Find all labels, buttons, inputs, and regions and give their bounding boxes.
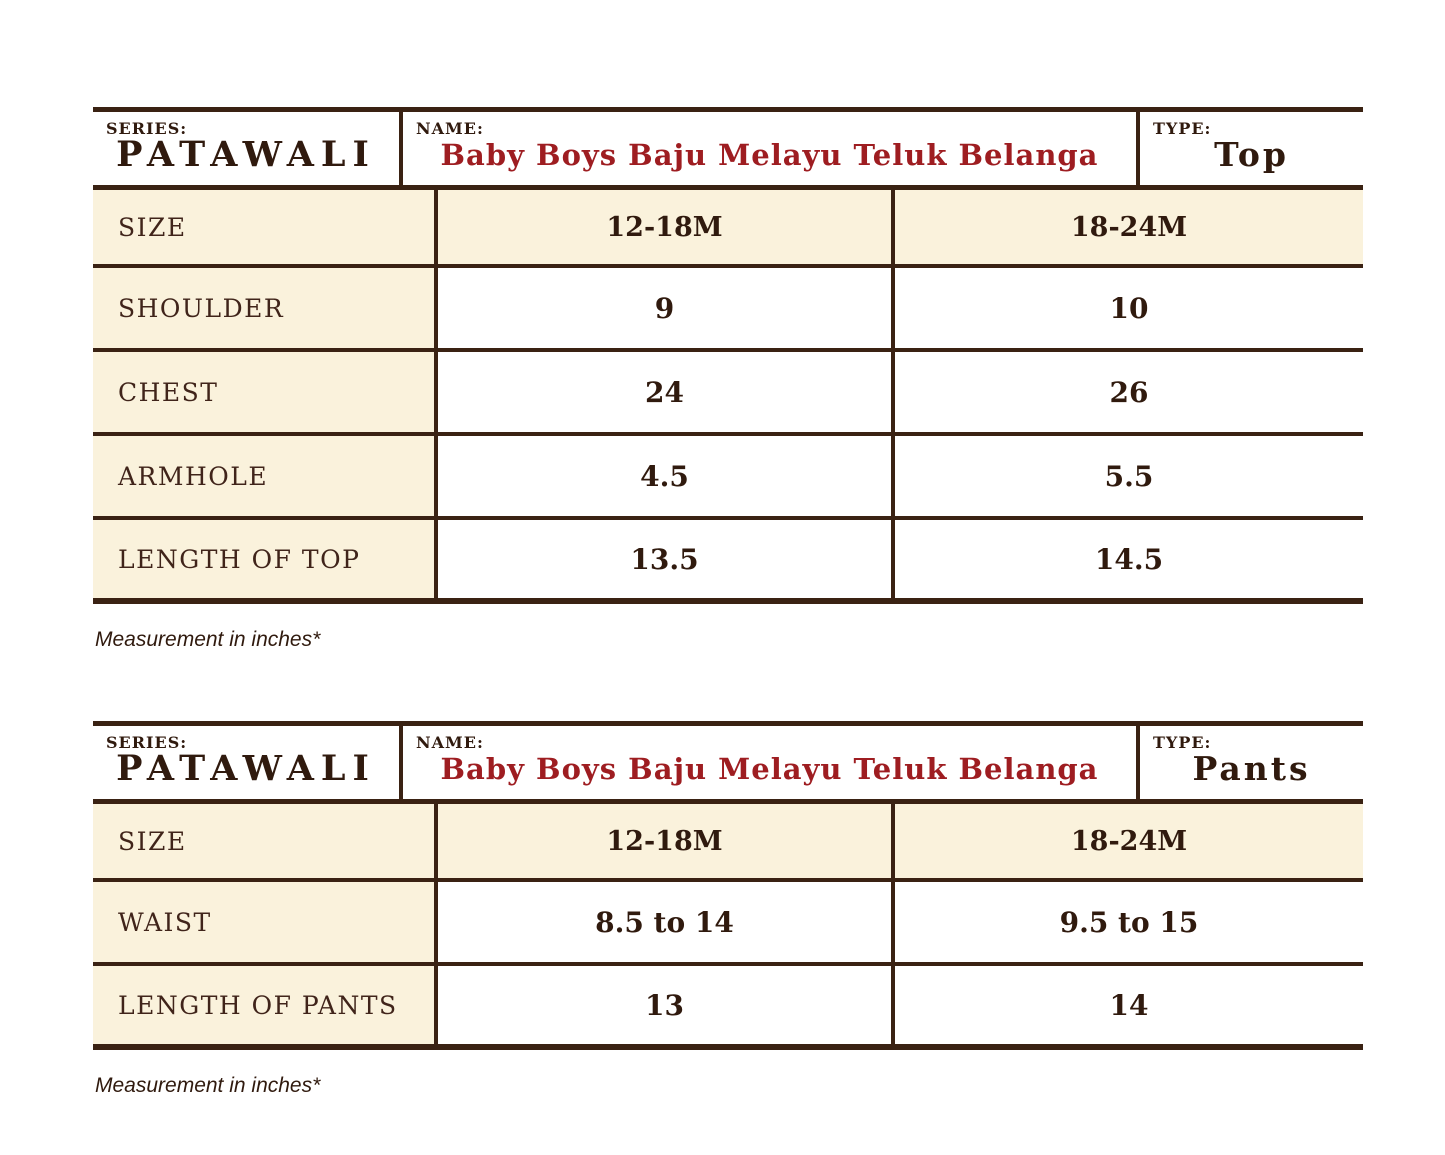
row-value-2: 5.5 [1104,459,1154,493]
type-value: Pants [1192,749,1311,788]
size-header-row: SIZE 12-18M 18-24M [93,804,1363,882]
column-header-18-24m: 18-24M [895,804,1363,878]
row-value-2: 9.5 to 15 [1059,905,1199,939]
row-label: SHOULDER [93,268,438,348]
size-chart-pants: SERIES: PATAWALI NAME: Baby Boys Baju Me… [93,721,1363,1098]
product-name: Baby Boys Baju Melayu Teluk Belanga [440,751,1099,786]
row-label: LENGTH OF TOP [93,520,438,598]
series-value: PATAWALI [116,748,376,789]
type-cell: TYPE: Top [1140,112,1363,185]
type-value: Top [1214,135,1289,174]
chart-header: SERIES: PATAWALI NAME: Baby Boys Baju Me… [93,107,1363,190]
table-row-armhole: ARMHOLE 4.5 5.5 [93,436,1363,520]
row-value-2: 26 [1109,375,1149,409]
series-cell: SERIES: PATAWALI [93,112,403,185]
row-value-1: 8.5 to 14 [438,882,895,962]
type-label: TYPE: [1153,733,1212,752]
table-row-shoulder: SHOULDER 9 10 [93,268,1363,352]
name-cell: NAME: Baby Boys Baju Melayu Teluk Belang… [403,726,1140,799]
measurement-footnote: Measurement in inches* [95,1074,321,1097]
row-label: LENGTH OF PANTS [93,966,438,1044]
row-value-1: 13.5 [438,520,895,598]
type-cell: TYPE: Pants [1140,726,1363,799]
column-header-size: SIZE [93,804,438,878]
row-value-2: 14.5 [1094,542,1164,576]
table-row-length-of-top: LENGTH OF TOP 13.5 14.5 [93,520,1363,604]
column-header-12-18m: 12-18M [438,804,895,878]
row-value-1: 13 [438,966,895,1044]
row-label: CHEST [93,352,438,432]
row-value-2: 14 [1109,988,1149,1022]
column-header-18-24m: 18-24M [895,190,1363,264]
size-chart-top: SERIES: PATAWALI NAME: Baby Boys Baju Me… [93,107,1363,652]
row-value-1: 4.5 [438,436,895,516]
name-label: NAME: [416,733,484,752]
table-row-waist: WAIST 8.5 to 14 9.5 to 15 [93,882,1363,966]
column-header-12-18m: 12-18M [438,190,895,264]
series-label: SERIES: [106,733,188,752]
type-label: TYPE: [1153,119,1212,138]
measurement-footnote: Measurement in inches* [95,628,321,651]
column-header-size: SIZE [93,190,438,264]
series-label: SERIES: [106,119,188,138]
table-row-chest: CHEST 24 26 [93,352,1363,436]
row-label: ARMHOLE [93,436,438,516]
size-header-row: SIZE 12-18M 18-24M [93,190,1363,268]
name-cell: NAME: Baby Boys Baju Melayu Teluk Belang… [403,112,1140,185]
row-value-2: 10 [1109,291,1149,325]
table-row-length-of-pants: LENGTH OF PANTS 13 14 [93,966,1363,1050]
product-name: Baby Boys Baju Melayu Teluk Belanga [440,137,1099,172]
row-value-1: 24 [438,352,895,432]
series-value: PATAWALI [116,134,376,175]
chart-header: SERIES: PATAWALI NAME: Baby Boys Baju Me… [93,721,1363,804]
name-label: NAME: [416,119,484,138]
row-value-1: 9 [438,268,895,348]
series-cell: SERIES: PATAWALI [93,726,403,799]
row-label: WAIST [93,882,438,962]
